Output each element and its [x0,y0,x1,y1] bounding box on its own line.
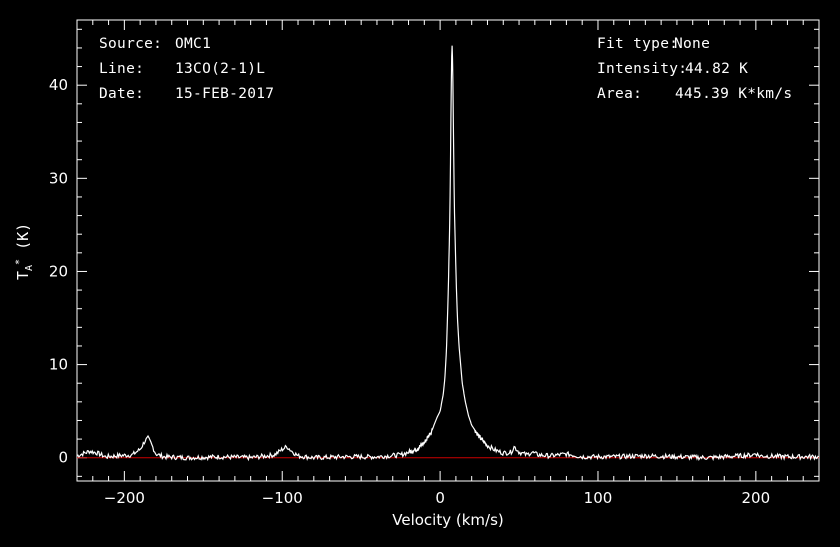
date-info: Date: 15-FEB-2017 [99,86,274,102]
y-axis-label: TA* (K) [14,223,35,280]
line-info: Line: 13CO(2-1)L [99,61,265,77]
x-tick-label: −200 [104,489,145,507]
source-value: OMC1 [175,36,212,52]
x-axis-label: Velocity (km/s) [392,511,503,529]
fit-type-value: None [674,36,711,52]
y-axis-label-main: T [14,270,32,280]
y-tick-label: 10 [49,356,68,374]
y-tick-label: 20 [49,262,68,280]
source-label: Source: [99,36,163,52]
x-tick-label: 0 [435,489,445,507]
y-tick-label: 0 [58,449,68,467]
spectrum-line [76,45,819,462]
y-axis-label-sup: * [14,258,25,265]
y-tick-label: 40 [49,76,68,94]
plot-frame [76,19,820,482]
intensity-info: Intensity:44.82 K [597,61,748,77]
area-value: 445.39 K*km/s [675,86,793,102]
date-label: Date: [99,86,145,102]
intensity-label: Intensity: [597,61,688,77]
x-tick-label: 100 [584,489,613,507]
fit-type-label: Fit type: [597,36,679,52]
y-axis-label-sub: A [24,264,35,271]
y-axis-label-unit: (K) [14,222,32,259]
intensity-value: 44.82 K [685,61,749,77]
x-tick-label: −100 [262,489,303,507]
date-value: 15-FEB-2017 [175,86,275,102]
fit-type-info: Fit type:None [597,36,710,52]
area-label: Area: [597,86,643,102]
line-value: 13CO(2-1)L [175,61,266,77]
source-info: Source: OMC1 [99,36,211,52]
y-tick-label: 30 [49,169,68,187]
area-info: Area: 445.39 K*km/s [597,86,792,102]
x-tick-label: 200 [742,489,771,507]
line-label: Line: [99,61,145,77]
